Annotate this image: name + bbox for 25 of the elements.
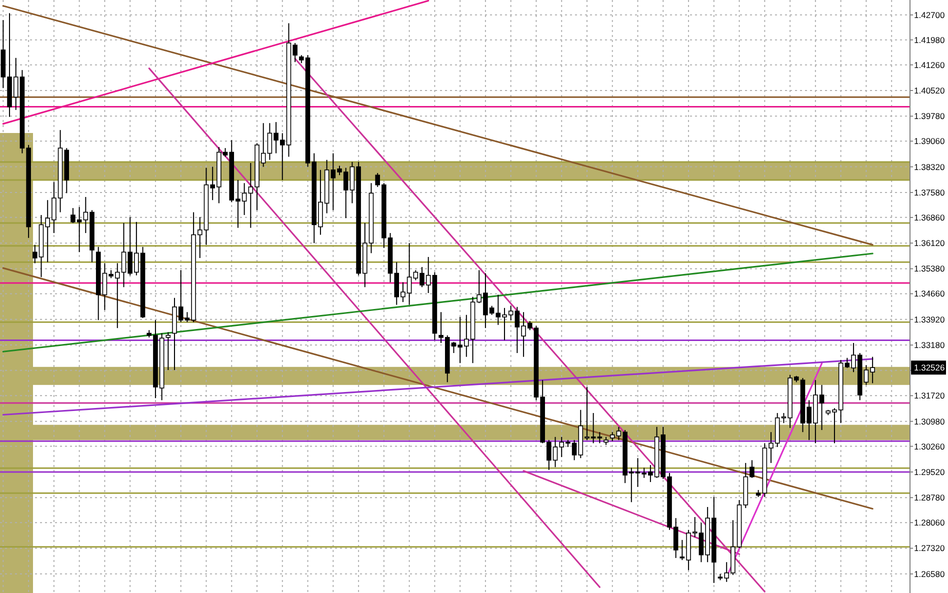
y-tick-label: 1.34660	[914, 288, 945, 299]
y-tick-label: 1.28780	[914, 492, 945, 503]
candlestick	[597, 432, 602, 444]
y-tick-label: 1.39780	[914, 111, 945, 122]
y-tick-label: 1.37580	[914, 187, 945, 198]
y-tick-label: 1.33180	[914, 340, 945, 350]
y-tick-label: 1.40520	[914, 85, 945, 96]
y-tick-label: 1.30980	[914, 416, 945, 426]
y-tick-label: 1.38320	[914, 162, 945, 172]
y-tick-label: 1.35380	[914, 264, 945, 274]
text: 1.32526	[914, 362, 945, 373]
y-tick-label: 1.28060	[914, 518, 945, 528]
y-tick-label: 1.27320	[914, 543, 945, 554]
y-tick-label: 1.42700	[914, 10, 945, 20]
y-tick-label: 1.29520	[914, 466, 945, 477]
y-tick-label: 1.26580	[914, 568, 945, 579]
y-tick-label: 1.36120	[914, 238, 945, 248]
y-tick-label: 1.30260	[914, 441, 945, 452]
y-tick-label: 1.31720	[914, 390, 945, 401]
y-tick-label: 1.41980	[914, 34, 945, 45]
candlestick	[166, 332, 171, 371]
y-tick-label: 1.41260	[914, 60, 945, 70]
y-tick-label: 1.33920	[914, 314, 945, 324]
y-tick-label: 1.36860	[914, 212, 945, 222]
y-tick-label: 1.39060	[914, 136, 945, 146]
